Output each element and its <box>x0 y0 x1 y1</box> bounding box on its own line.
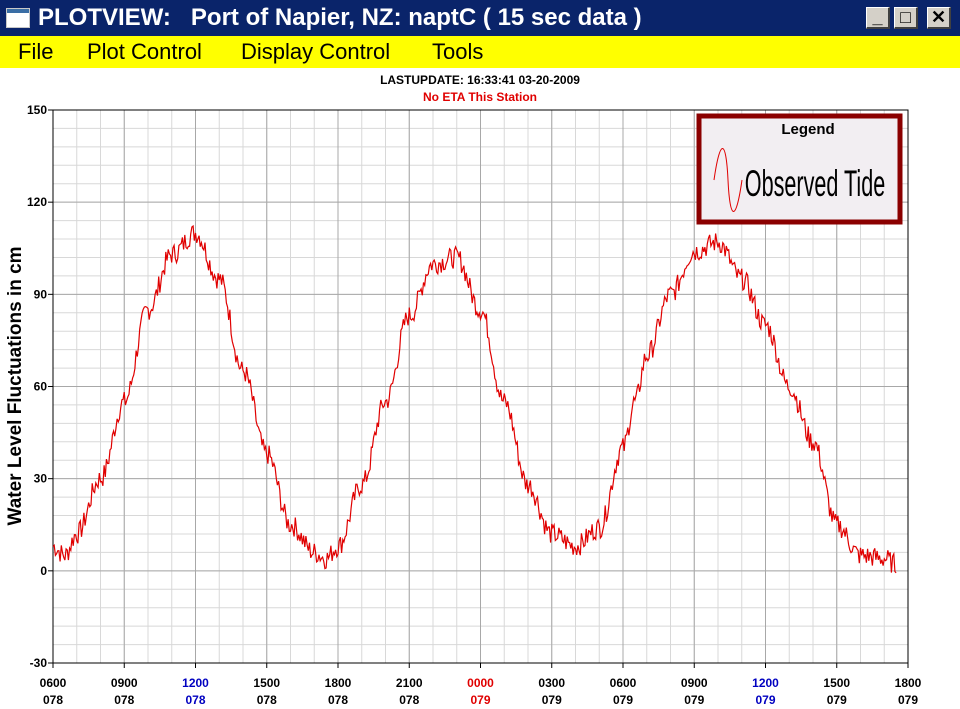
x-tick-label-time: 0900 <box>111 676 138 690</box>
menu-plot-control[interactable]: Plot Control <box>87 39 202 64</box>
title-bar: PLOTVIEW: Port of Napier, NZ: naptC ( 15… <box>0 0 960 36</box>
minimize-button[interactable]: _ <box>866 7 890 29</box>
x-tick-label-time: 0600 <box>40 676 67 690</box>
x-tick-label-time: 2100 <box>396 676 423 690</box>
x-tick-label-day: 078 <box>257 693 277 707</box>
x-tick-label-time: 0600 <box>610 676 637 690</box>
x-tick-label-day: 079 <box>542 693 562 707</box>
y-axis-label: Water Level Fluctuations in cm <box>5 246 26 525</box>
legend-title: Legend <box>781 121 834 138</box>
legend-entry-observed-tide: Observed Tide <box>745 163 885 205</box>
menu-tools[interactable]: Tools <box>432 39 484 64</box>
menu-file[interactable]: File <box>18 39 54 64</box>
last-update-label: LASTUPDATE: 16:33:41 03-20-2009 <box>380 73 580 87</box>
eta-label: No ETA This Station <box>423 90 537 104</box>
x-tick-label-time: 1500 <box>253 676 280 690</box>
menu-bar: File Plot Control Display Control Tools <box>0 36 960 68</box>
window-icon[interactable] <box>6 8 30 28</box>
y-axis-ticks: -30 0 30 60 90 120 150 <box>27 103 53 670</box>
x-tick-label-time: 1800 <box>895 676 922 690</box>
x-tick-label-time: 0000 <box>467 676 494 690</box>
series-observed-tide <box>52 224 897 574</box>
y-tick-label: -30 <box>30 656 48 670</box>
x-tick-label-time: 0900 <box>681 676 708 690</box>
x-tick-label-time: 1500 <box>823 676 850 690</box>
x-tick-label-time: 0300 <box>538 676 565 690</box>
menu-display-control[interactable]: Display Control <box>241 39 391 64</box>
y-tick-label: 30 <box>34 472 48 486</box>
maximize-button[interactable]: □ <box>894 7 918 29</box>
x-tick-label-time: 1200 <box>752 676 779 690</box>
x-tick-label-time: 1200 <box>182 676 209 690</box>
x-tick-label-day: 079 <box>613 693 633 707</box>
x-tick-label-day: 078 <box>399 693 419 707</box>
y-tick-label: 90 <box>34 287 48 301</box>
y-tick-label: 0 <box>40 564 47 578</box>
y-tick-label: 60 <box>34 380 48 394</box>
x-tick-label-day: 079 <box>827 693 847 707</box>
window-title: PLOTVIEW: Port of Napier, NZ: naptC ( 15… <box>38 4 642 31</box>
x-tick-label-day: 078 <box>328 693 348 707</box>
y-tick-label: 120 <box>27 195 47 209</box>
x-tick-label-day: 078 <box>43 693 63 707</box>
x-tick-label-day: 079 <box>470 693 490 707</box>
x-tick-label-day: 079 <box>898 693 918 707</box>
legend: Legend Observed Tide <box>696 113 903 225</box>
x-tick-label-day: 078 <box>114 693 134 707</box>
x-tick-label-time: 1800 <box>325 676 352 690</box>
x-axis-ticks: 0600 078 0900 078 1200 078 1500 078 1800 078 2100 0… <box>40 663 922 707</box>
x-tick-label-day: 079 <box>684 693 704 707</box>
x-tick-label-day: 079 <box>755 693 775 707</box>
x-tick-label-day: 078 <box>185 693 205 707</box>
legend-swatch-observed-tide <box>713 148 743 212</box>
close-button[interactable]: ✕ <box>927 7 951 29</box>
y-tick-label: 150 <box>27 103 47 117</box>
legend-box <box>696 113 903 225</box>
